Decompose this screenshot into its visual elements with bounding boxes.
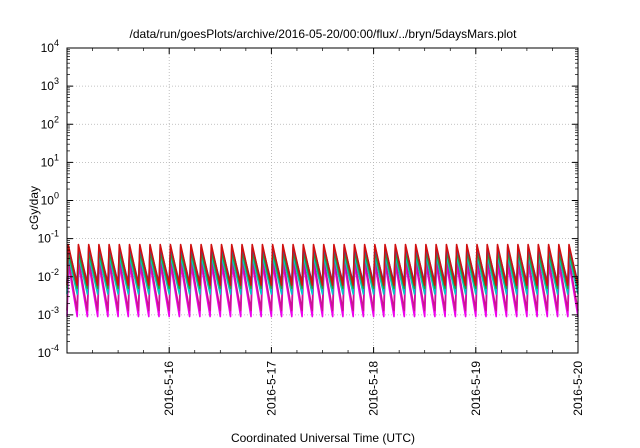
y-tick-exponent: 3 [54, 76, 59, 86]
x-tick-label: 2016-5-19 [469, 361, 483, 416]
y-tick-base: 10 [38, 270, 52, 284]
series-lines [66, 243, 579, 318]
y-tick-base: 10 [38, 308, 52, 322]
y-tick-base: 10 [38, 232, 52, 246]
y-tick-base: 10 [41, 79, 55, 93]
y-axis-label: cGy/day [27, 186, 41, 230]
series-line [66, 243, 579, 286]
y-tick-base: 10 [38, 346, 52, 360]
y-tick-base: 10 [41, 117, 55, 131]
y-tick-base: 10 [41, 41, 55, 55]
y-tick-label: 103 [41, 76, 59, 93]
x-tick-label: 2016-5-17 [264, 361, 278, 416]
y-tick-exponent: -4 [51, 343, 59, 353]
x-tick-label: 2016-5-20 [571, 361, 585, 416]
x-axis-label: Coordinated Universal Time (UTC) [231, 431, 415, 445]
y-tick-label: 10-4 [38, 343, 59, 360]
y-tick-exponent: 2 [54, 114, 59, 124]
y-tick-base: 10 [41, 194, 55, 208]
y-tick-label: 100 [41, 191, 59, 208]
y-tick-exponent: 4 [54, 38, 59, 48]
y-tick-label: 102 [41, 114, 59, 131]
y-tick-label: 10-3 [38, 305, 59, 322]
x-tick-label: 2016-5-16 [162, 361, 176, 416]
y-tick-label: 104 [41, 38, 59, 55]
y-tick-exponent: -1 [51, 229, 59, 239]
y-tick-exponent: 1 [54, 152, 59, 162]
y-tick-label: 10-1 [38, 229, 59, 246]
x-tick-label: 2016-5-18 [367, 361, 381, 416]
chart-title: /data/run/goesPlots/archive/2016-05-20/0… [130, 27, 518, 41]
y-tick-label: 10-2 [38, 267, 59, 284]
y-tick-exponent: -3 [51, 305, 59, 315]
y-tick-exponent: -2 [51, 267, 59, 277]
y-tick-exponent: 0 [54, 191, 59, 201]
y-tick-base: 10 [41, 155, 55, 169]
x-axis: 2016-5-16 2016-5-17 2016-5-18 2016-5-19 2016… [92, 48, 585, 416]
y-tick-label: 101 [41, 152, 59, 169]
